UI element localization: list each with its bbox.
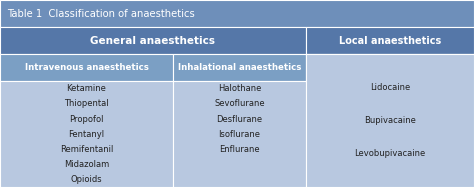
Bar	[173, 54, 306, 81]
Bar	[306, 54, 474, 187]
Text: Intravenous anaesthetics: Intravenous anaesthetics	[25, 63, 148, 72]
Bar	[306, 54, 474, 81]
Text: General anaesthetics: General anaesthetics	[91, 36, 215, 46]
Text: Opioids: Opioids	[71, 175, 102, 184]
Text: Fentanyl: Fentanyl	[68, 130, 105, 139]
Text: Midazolam: Midazolam	[64, 160, 109, 169]
Text: Thiopental: Thiopental	[64, 99, 109, 108]
Bar	[173, 81, 306, 187]
Text: Remifentanil: Remifentanil	[60, 145, 113, 154]
Text: Table 1  Classification of anaesthetics: Table 1 Classification of anaesthetics	[7, 9, 195, 19]
Bar	[0, 0, 474, 27]
Text: Sevoflurane: Sevoflurane	[214, 99, 264, 108]
Text: Lidocaine: Lidocaine	[370, 83, 410, 92]
Text: Propofol: Propofol	[69, 115, 104, 124]
Text: Desflurane: Desflurane	[216, 115, 263, 124]
Text: Enflurane: Enflurane	[219, 145, 260, 154]
Bar	[306, 27, 474, 54]
Bar	[0, 81, 173, 187]
Text: Inhalational anaesthetics: Inhalational anaesthetics	[178, 63, 301, 72]
Text: Levobupivacaine: Levobupivacaine	[354, 149, 426, 158]
Text: Bupivacaine: Bupivacaine	[364, 116, 416, 125]
Text: Isoflurane: Isoflurane	[219, 130, 260, 139]
Text: Ketamine: Ketamine	[66, 84, 107, 93]
Text: Halothane: Halothane	[218, 84, 261, 93]
Bar	[0, 27, 306, 54]
Bar	[0, 54, 173, 81]
Text: Local anaesthetics: Local anaesthetics	[339, 36, 441, 46]
